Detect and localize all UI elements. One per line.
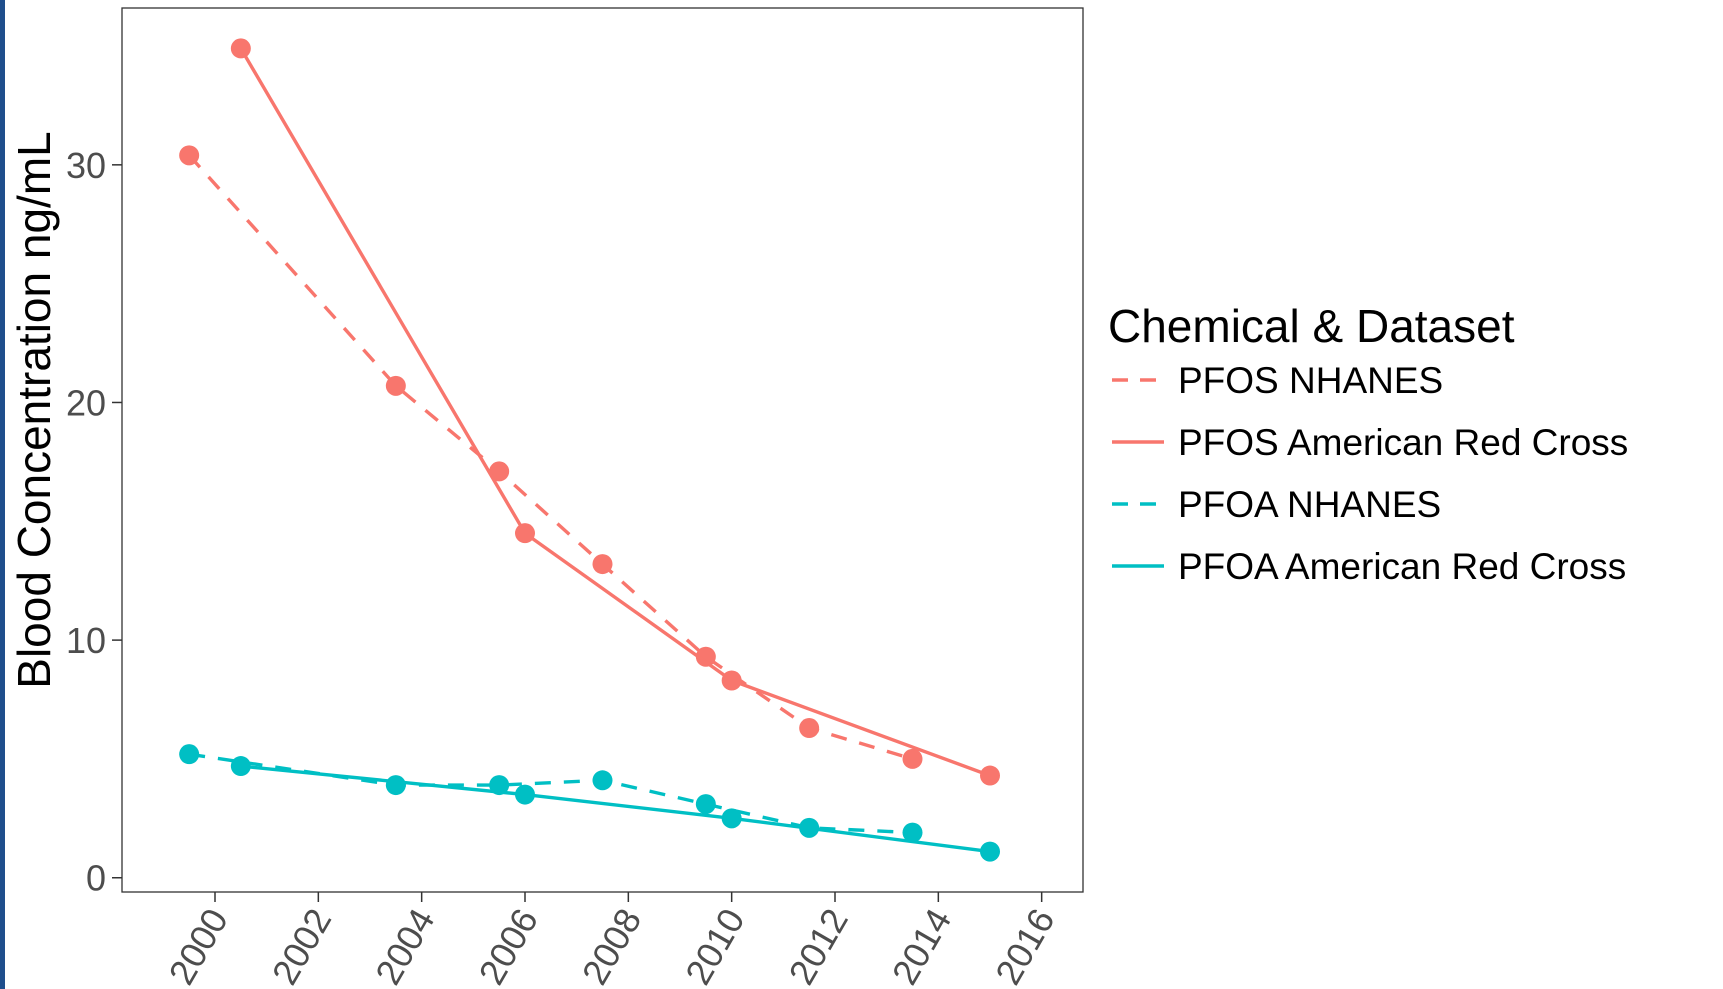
series-point: [592, 770, 613, 791]
series-0: [179, 145, 923, 769]
series-1: [230, 38, 1000, 786]
series-point: [515, 784, 535, 805]
legend-label: PFOS American Red Cross: [1178, 422, 1628, 463]
series-point: [489, 461, 510, 482]
series-point: [179, 145, 200, 166]
legend-title: Chemical & Dataset: [1108, 300, 1515, 352]
series-point: [799, 718, 820, 739]
y-tick-label: 20: [66, 382, 106, 423]
series-point: [902, 748, 923, 769]
left-edge-strip: [0, 0, 5, 989]
series-line: [239, 47, 991, 778]
series-line: [240, 764, 991, 854]
y-axis-title: Blood Concentration ng/mL: [8, 131, 60, 688]
legend-label: PFOS NHANES: [1178, 360, 1443, 401]
series-point: [230, 756, 251, 777]
series-point: [902, 822, 923, 843]
series-2: [179, 744, 923, 843]
y-tick-label: 10: [66, 620, 106, 661]
y-tick-label: 30: [66, 145, 106, 186]
series-point: [230, 38, 251, 59]
series-point: [695, 794, 716, 815]
series-3: [230, 756, 1000, 862]
series-point: [695, 646, 716, 667]
legend-label: PFOA NHANES: [1178, 484, 1441, 525]
series-point: [721, 670, 742, 691]
series-point: [980, 765, 1000, 786]
legend: Chemical & Dataset PFOS NHANES PFOS Ameri…: [1108, 300, 1628, 587]
y-tick-label: 0: [86, 858, 106, 899]
series-point: [385, 775, 406, 796]
legend-label: PFOA American Red Cross: [1178, 546, 1626, 587]
series-layer: [179, 38, 1000, 862]
series-point: [721, 808, 742, 829]
series-point: [385, 375, 406, 396]
series-point: [592, 554, 613, 575]
plot-panel-border: [121, 7, 1084, 893]
series-point: [179, 744, 200, 765]
series-point: [980, 841, 1000, 862]
series-point: [515, 523, 535, 544]
